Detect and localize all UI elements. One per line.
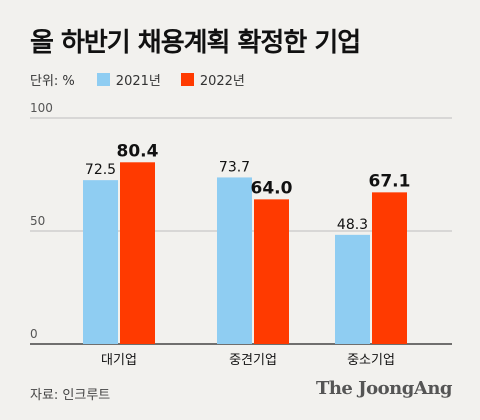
- x-tick-label-0: 대기업: [101, 353, 137, 368]
- bar-2022-0: [120, 162, 155, 344]
- legend: 단위: % 2021년 2022년: [30, 70, 265, 89]
- data-label-2022-2: 67.1: [369, 171, 411, 191]
- data-label-2021-1: 73.7: [219, 159, 250, 175]
- source-note: 자료: 인크루트: [30, 388, 111, 403]
- data-label-2021-0: 72.5: [85, 162, 116, 178]
- y-tick-label-100: 100: [30, 101, 53, 115]
- legend-label-2021: 2021년: [115, 74, 161, 89]
- y-tick-label-50: 50: [30, 214, 45, 228]
- legend-swatch-2022: [180, 73, 194, 86]
- bar-2021-0: [83, 180, 118, 344]
- unit-label: 단위: %: [30, 74, 75, 89]
- data-label-2022-0: 80.4: [117, 141, 159, 161]
- legend-swatch-2021: [96, 73, 110, 86]
- x-tick-label-2: 중소기업: [347, 353, 395, 368]
- chart-title: 올 하반기 채용계획 확정한 기업: [30, 28, 361, 58]
- bar-2022-2: [372, 192, 407, 344]
- y-tick-label-0: 0: [30, 327, 38, 341]
- data-label-2021-2: 48.3: [337, 217, 368, 233]
- bar-2021-1: [217, 177, 252, 344]
- legend-item-2022: 2022년: [180, 70, 245, 89]
- legend-label-2022: 2022년: [199, 74, 245, 89]
- x-tick-label-1: 중견기업: [229, 353, 277, 368]
- legend-item-2021: 2021년: [96, 70, 161, 89]
- brand-logo: The JoongAng: [315, 378, 453, 399]
- bar-2021-2: [335, 234, 370, 344]
- bar-2022-1: [254, 199, 289, 344]
- data-label-2022-1: 64.0: [251, 178, 293, 198]
